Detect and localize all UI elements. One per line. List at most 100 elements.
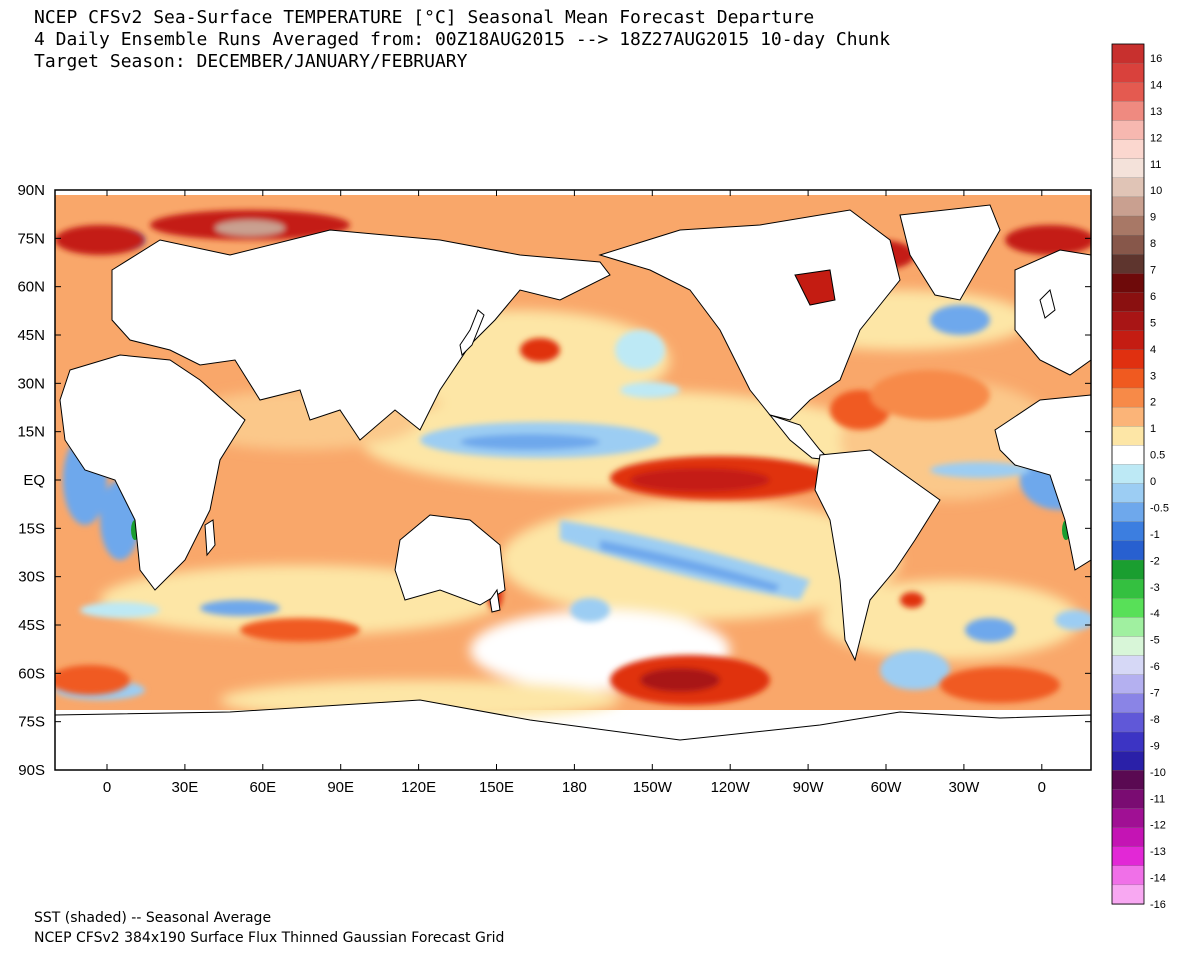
colorbar-swatch (1111, 770, 1145, 790)
colorbar-swatch (1111, 368, 1145, 389)
lat-label: 60S (18, 665, 45, 682)
lon-label: 120W (711, 779, 751, 796)
lon-label: 30W (948, 779, 980, 796)
colorbar-swatch (1111, 406, 1145, 427)
colorbar-swatch (1111, 865, 1145, 886)
colorbar-swatch (1111, 884, 1145, 905)
lat-label: 60N (17, 279, 45, 296)
colorbar-swatch (1111, 292, 1145, 313)
colorbar-label: -5 (1150, 635, 1160, 647)
colorbar-swatch (1111, 330, 1145, 351)
lon-label: 150E (479, 779, 514, 796)
colorbar-label: 3 (1150, 370, 1156, 382)
colorbar-label: 4 (1150, 344, 1156, 356)
colorbar-label: 12 (1150, 132, 1162, 144)
lat-label: 75N (17, 230, 45, 247)
colorbar-swatch (1111, 426, 1145, 446)
lat-label: EQ (23, 472, 45, 489)
colorbar-swatch (1111, 177, 1145, 198)
colorbar-swatch (1111, 846, 1145, 867)
lat-label: 30N (17, 375, 45, 392)
colorbar-label: -16 (1150, 899, 1166, 911)
colorbar-label: 6 (1150, 291, 1156, 303)
colorbar-label: 10 (1150, 185, 1162, 197)
colorbar-swatch (1111, 101, 1145, 122)
colorbar-swatch (1111, 311, 1145, 332)
colorbar-swatch (1111, 731, 1145, 752)
colorbar-swatch (1111, 540, 1145, 561)
colorbar-swatch (1111, 617, 1145, 638)
lat-label: 75S (18, 714, 45, 731)
colorbar-swatch (1111, 464, 1145, 485)
colorbar-swatch (1111, 559, 1145, 580)
lon-label: 150W (633, 779, 673, 796)
lon-label: 0 (103, 779, 111, 796)
colorbar-label: 8 (1150, 238, 1156, 250)
colorbar-label: -0.5 (1150, 502, 1169, 514)
colorbar-swatch (1111, 674, 1145, 695)
colorbar-swatch (1111, 598, 1145, 618)
colorbar-label: -11 (1150, 793, 1165, 805)
colorbar-swatch (1111, 349, 1145, 370)
lon-label: 60W (871, 779, 903, 796)
colorbar-border (1111, 43, 1145, 905)
lat-label: 90S (18, 762, 45, 779)
colorbar-label: -6 (1150, 661, 1160, 673)
colorbar-swatch (1111, 521, 1145, 542)
colorbar-swatch (1111, 502, 1145, 523)
colorbar-label: -1 (1150, 529, 1160, 541)
chart-title-line-1: NCEP CFSv2 Sea-Surface TEMPERATURE [°C] … (34, 7, 815, 28)
colorbar-swatch (1111, 578, 1145, 599)
colorbar-label: -10 (1150, 767, 1166, 779)
lon-label: 60E (249, 779, 276, 796)
colorbar-label: 11 (1150, 159, 1161, 171)
lon-label: 90E (327, 779, 354, 796)
colorbar-label: 0 (1150, 476, 1156, 488)
colorbar-swatch (1111, 789, 1145, 810)
colorbar-swatch (1111, 483, 1145, 504)
colorbar-swatch (1111, 139, 1145, 160)
colorbar-label: -14 (1150, 873, 1166, 885)
lat-label: 45N (17, 327, 45, 344)
lat-label: 90N (17, 182, 45, 199)
colorbar-swatch (1111, 82, 1145, 102)
footer-line-1: SST (shaded) -- Seasonal Average (34, 910, 272, 926)
colorbar-swatch (1111, 827, 1145, 848)
colorbar-label: -8 (1150, 714, 1160, 726)
colorbar-legend: 16 14 13 12 11 10 9 8 7 6 5 4 3 2 1 0.5 0 -0.5 -1 -2 -3 -4 -5 -… (1111, 43, 1169, 911)
latitude-axis: 90N 75N 60N 45N 30N 15N EQ 15S 30S 45S 60S 75S 90S (17, 182, 1091, 779)
colorbar-label: 0.5 (1150, 450, 1165, 462)
colorbar-swatch (1111, 215, 1145, 236)
colorbar-label: 2 (1150, 397, 1156, 409)
colorbar-swatch (1111, 273, 1145, 294)
colorbar-label: -2 (1150, 555, 1160, 567)
colorbar-swatch (1111, 196, 1145, 217)
colorbar-swatch (1111, 387, 1145, 408)
colorbar-label: 7 (1150, 265, 1156, 277)
colorbar-label: 16 (1150, 53, 1162, 65)
lat-label: 15N (17, 424, 45, 441)
colorbar-label: 9 (1150, 212, 1156, 224)
colorbar-swatch (1111, 254, 1145, 274)
lon-label: 120E (401, 779, 436, 796)
footer-line-2: NCEP CFSv2 384x190 Surface Flux Thinned … (34, 930, 505, 946)
colorbar-swatch (1111, 158, 1145, 179)
colorbar-swatch (1111, 655, 1145, 676)
lat-label: 45S (18, 617, 45, 634)
colorbar-swatch (1111, 43, 1145, 64)
continents (55, 190, 1091, 770)
colorbar-label: -7 (1150, 688, 1160, 700)
colorbar-label: 14 (1150, 79, 1162, 91)
colorbar-swatch (1111, 750, 1145, 771)
colorbar-label: -3 (1150, 582, 1160, 594)
colorbar-swatch (1111, 234, 1145, 255)
colorbar-swatch (1111, 445, 1145, 466)
colorbar-swatch (1111, 712, 1145, 733)
colorbar-label: -9 (1150, 740, 1160, 752)
colorbar-swatch (1111, 636, 1145, 657)
colorbar-swatch (1111, 62, 1145, 83)
lat-label: 30S (18, 569, 45, 586)
colorbar-swatch (1111, 120, 1145, 141)
colorbar-label: 5 (1150, 317, 1156, 329)
